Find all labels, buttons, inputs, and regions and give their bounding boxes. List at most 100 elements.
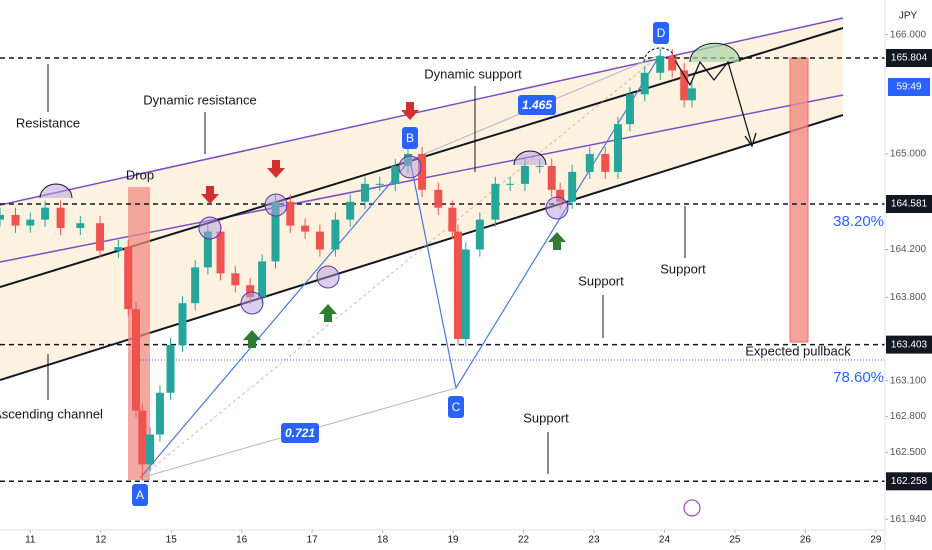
candle-body	[286, 201, 295, 226]
candle-body	[301, 225, 310, 232]
candle-body	[155, 392, 164, 435]
candle-body	[166, 344, 175, 393]
candle-body	[556, 189, 565, 202]
annotation: Dynamic support	[424, 66, 522, 81]
level-label: 164.581	[891, 199, 928, 210]
touch-circle	[240, 291, 264, 315]
candle-body	[687, 88, 696, 101]
x-tick-label: 22	[518, 535, 530, 546]
down-arrow	[201, 186, 219, 204]
up-arrows	[243, 232, 566, 348]
candle-body	[271, 201, 280, 262]
candle-body	[191, 267, 200, 304]
touch-circle	[316, 265, 340, 289]
x-tick-label: 15	[166, 535, 178, 546]
dome	[689, 42, 741, 63]
currency-label: JPY	[899, 11, 918, 22]
candle-body	[547, 165, 556, 190]
candle-body	[585, 153, 594, 172]
up-arrow	[319, 304, 337, 322]
candle-body	[315, 231, 324, 250]
dome	[643, 47, 677, 63]
x-tick-label: 24	[659, 535, 671, 546]
x-tick-label: 12	[95, 535, 107, 546]
point-badge	[653, 22, 669, 44]
candle-body	[26, 219, 35, 226]
point-label: B	[406, 131, 414, 145]
level-badge	[886, 49, 932, 68]
candle-body	[668, 56, 677, 71]
candle-body	[360, 183, 369, 202]
up-arrow	[548, 232, 566, 250]
candle-body	[258, 261, 267, 298]
level-badge	[886, 472, 932, 491]
y-tick-label: 161.940	[890, 514, 927, 525]
dome	[39, 183, 73, 199]
level-label: 165.804	[891, 53, 928, 64]
ad-line	[139, 54, 661, 479]
annotation: Support	[660, 261, 706, 276]
touch-circles	[198, 155, 569, 315]
x-tick-label: 23	[588, 535, 600, 546]
candle-body	[434, 189, 443, 208]
candle-body	[454, 231, 463, 340]
x-tick-label: 11	[25, 535, 36, 546]
candle-body	[346, 201, 355, 220]
x-tick-label: 17	[307, 535, 319, 546]
point-badge	[448, 396, 464, 418]
fib-label: 38.20%	[833, 213, 884, 230]
candle-body	[231, 273, 240, 286]
candle-body	[601, 153, 610, 172]
candle-body	[613, 124, 622, 172]
dome	[513, 150, 547, 166]
candle-body	[131, 309, 140, 411]
candle-body	[146, 434, 155, 465]
down-arrow	[267, 160, 285, 178]
candle-body	[96, 223, 105, 251]
up-arrow	[243, 330, 261, 348]
down-arrow	[401, 102, 419, 120]
annotation: Drop	[126, 167, 154, 182]
candle-body	[535, 165, 544, 167]
candle-body	[178, 303, 187, 345]
pointers	[47, 64, 686, 474]
ratio-badge	[518, 95, 556, 115]
event-icon[interactable]	[683, 499, 701, 517]
candle-body	[640, 72, 649, 95]
countdown-badge	[888, 78, 930, 96]
candle-body	[0, 214, 4, 220]
touch-circle	[545, 196, 569, 220]
candle-body	[461, 249, 470, 340]
candle-body	[418, 153, 427, 190]
candle-body	[625, 94, 634, 125]
annotation: Resistance	[16, 115, 80, 130]
y-tick-label: 162.800	[890, 411, 927, 422]
candle-body	[680, 70, 689, 101]
candle-body	[656, 56, 665, 73]
annotation: Ascending channel	[0, 406, 103, 421]
touch-circle	[264, 193, 288, 217]
down-arrows	[201, 102, 419, 204]
candle-body	[331, 219, 340, 250]
level-label: 162.258	[891, 476, 928, 487]
countdown: 59:49	[896, 82, 921, 93]
ratio-label: 1.465	[522, 98, 552, 112]
arrow-head	[744, 132, 757, 148]
point-badge	[402, 127, 418, 149]
x-tick-label: 26	[800, 535, 812, 546]
candle-body	[375, 183, 384, 185]
touch-circle	[398, 155, 422, 179]
channel-fill	[0, 18, 843, 380]
candle-body	[203, 231, 212, 268]
abcd-pattern	[139, 54, 661, 479]
level-label: 163.403	[891, 339, 928, 350]
x-tick-label: 29	[870, 535, 882, 546]
annotation: Expected pullback	[745, 343, 851, 358]
annotation: Support	[578, 273, 624, 288]
fib-label: 78.60%	[833, 369, 884, 386]
point-badge	[132, 484, 148, 506]
annotation: Support	[523, 410, 569, 425]
candle-body	[76, 223, 85, 228]
x-tick-label: 25	[729, 535, 741, 546]
